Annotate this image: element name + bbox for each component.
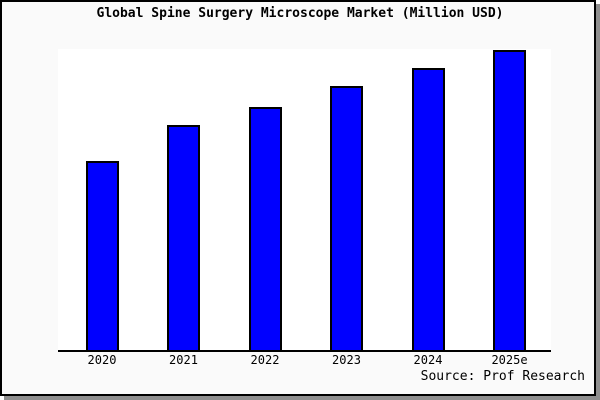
- x-tick-label-2025e: 2025e: [491, 353, 528, 367]
- x-tick-label-2022: 2022: [250, 353, 280, 367]
- bar-2022: [248, 107, 282, 350]
- bar-2020: [85, 161, 119, 350]
- x-tick-label-2021: 2021: [169, 353, 198, 367]
- bar-2021: [167, 125, 200, 350]
- x-tick-label-2024: 2024: [413, 353, 443, 367]
- chart-title: Global Spine Surgery Microscope Market (…: [96, 6, 504, 21]
- x-tick-label-2020: 2020: [87, 353, 117, 367]
- plot-area: [58, 49, 551, 352]
- bar-2025e: [493, 50, 526, 350]
- x-tick-label-2023: 2023: [332, 353, 361, 367]
- bar-2023: [330, 86, 363, 350]
- source-credit: Source: Prof Research: [420, 369, 585, 384]
- bar-2024: [411, 68, 445, 350]
